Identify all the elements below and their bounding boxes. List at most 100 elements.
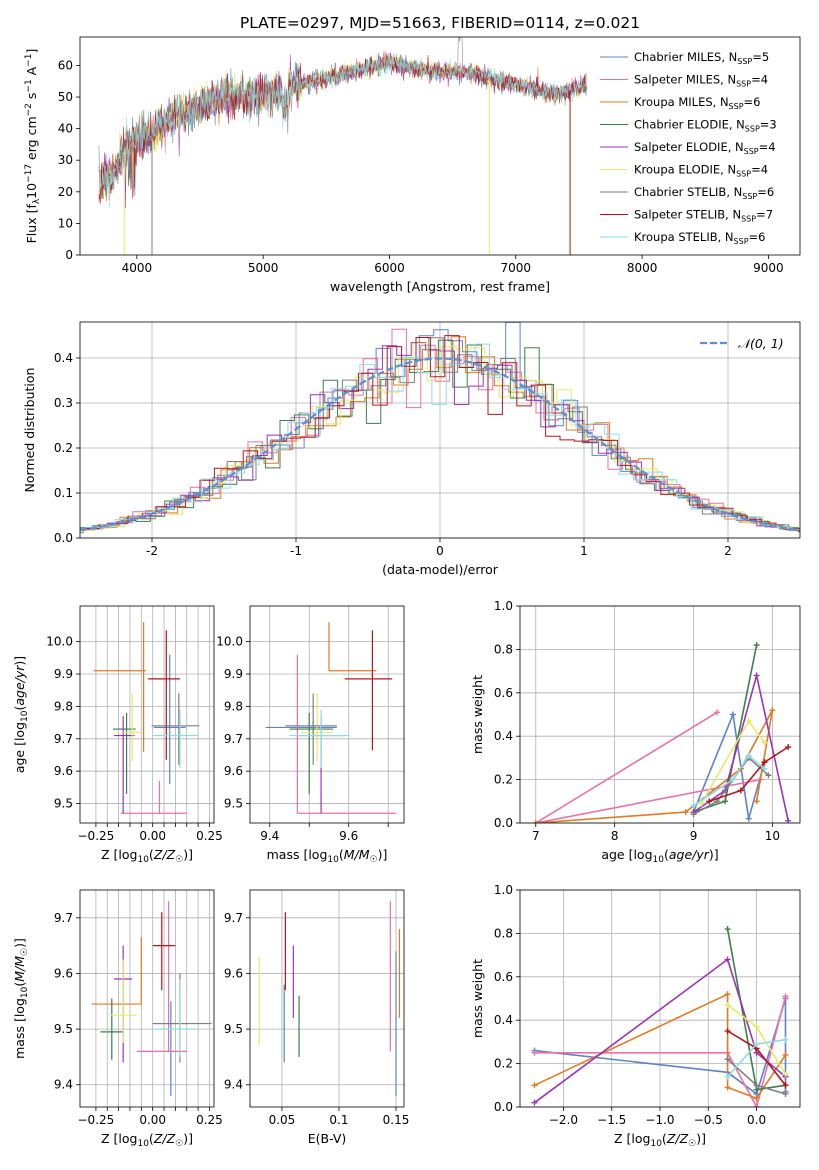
- x-axis-label: age [log10(age/yr)]: [601, 847, 718, 865]
- spectrum-plot: [98, 37, 587, 255]
- weight-marker: [769, 707, 776, 714]
- y-tick-label: 20: [58, 185, 73, 199]
- weight-marker: [745, 815, 752, 822]
- mass_vs_EBV-frame: [249, 889, 405, 1108]
- errorbar-point: [154, 1001, 187, 1096]
- errorbar-point: [114, 716, 135, 814]
- weight-line: [534, 958, 787, 1104]
- mass_vs_EBV-plot: [258, 901, 401, 1096]
- y-tick-label: 9.7: [224, 732, 243, 746]
- x-tick-label: 10: [765, 829, 780, 843]
- y-tick-label: 0.2: [54, 441, 73, 455]
- errorbar-point: [151, 693, 200, 765]
- legend-entry: Kroupa ELODIE, NSSP=4: [634, 163, 768, 179]
- mass_weight_vs_age-axes: 7 8 9 10 0.0 0.2 0.4 0.6 0.8 1.0: [494, 599, 800, 843]
- weight-marker: [753, 642, 760, 649]
- x-tick-label: 2: [724, 544, 732, 558]
- weight-marker: [782, 1090, 789, 1097]
- legend-entry: Chabrier MILES, NSSP=5: [634, 50, 769, 66]
- weight-marker: [785, 744, 792, 751]
- weight-line: [535, 711, 761, 823]
- y-tick-label: 40: [58, 122, 73, 136]
- x-tick-label: −0.25: [78, 829, 115, 843]
- weight-marker: [531, 1099, 538, 1106]
- y-tick-label: 9.8: [224, 699, 243, 713]
- weight-marker: [706, 798, 713, 805]
- weight-line: [693, 675, 789, 821]
- errorbar-point: [152, 709, 199, 768]
- legend-entry: 𝒩(0, 1): [738, 336, 784, 351]
- x-tick-label: 7: [532, 829, 540, 843]
- x-tick-label: 0.0: [747, 1113, 766, 1127]
- y-tick-label: 9.5: [224, 1022, 243, 1036]
- mass_weight_vs_Z-plot: [531, 926, 789, 1107]
- weight-marker: [761, 765, 768, 772]
- y-tick-label: 9.4: [54, 1078, 73, 1092]
- x-tick-label: 4000: [122, 261, 153, 275]
- x-tick-label: −2.0: [549, 1113, 578, 1127]
- residuals-frame: [79, 321, 801, 539]
- histogram-step: [80, 336, 800, 532]
- y-tick-label: 1.0: [494, 599, 513, 613]
- y-tick-label: 10: [58, 216, 73, 230]
- x-tick-label: 8: [611, 829, 619, 843]
- y-tick-label: 0.0: [494, 816, 513, 830]
- y-tick-label: 9.5: [224, 797, 243, 811]
- x-tick-label: 5000: [248, 261, 279, 275]
- weight-marker: [753, 672, 760, 679]
- age_vs_mass-axes: 9.4 9.6 9.5 9.6 9.7 9.8 9.9 10.0: [216, 606, 404, 843]
- weight-marker: [724, 926, 731, 933]
- age_vs_Z-axes: −0.25 0.00 0.25 9.5 9.6 9.7 9.8 9.9 10.0: [46, 606, 223, 843]
- weight-marker: [782, 1071, 789, 1078]
- x-tick-label: −0.5: [694, 1113, 723, 1127]
- weight-marker: [753, 1041, 760, 1048]
- spectrum-axes: 4000 5000 6000 7000 8000 9000 0 10 20 30 40 50 60: [58, 58, 784, 275]
- histogram-step: [80, 335, 800, 531]
- mass_weight_vs_Z-frame: [519, 889, 801, 1108]
- y-tick-label: 9.7: [224, 911, 243, 925]
- weight-marker: [724, 1002, 731, 1009]
- errorbar-point: [301, 693, 333, 762]
- weight-marker: [782, 1051, 789, 1058]
- y-tick-label: 30: [58, 153, 73, 167]
- mass_vs_Z-axes: −0.25 0.00 0.25 9.4 9.5 9.6 9.7: [54, 890, 223, 1127]
- mass_weight_vs_age-plot: [532, 642, 792, 823]
- weight-marker: [724, 1084, 731, 1091]
- x-tick-label: 0.00: [139, 1113, 166, 1127]
- weight-marker: [724, 956, 731, 963]
- y-tick-label: 9.9: [224, 667, 243, 681]
- weight-line: [709, 746, 789, 803]
- weight-marker: [782, 1082, 789, 1089]
- y-tick-label: 9.6: [54, 764, 73, 778]
- x-tick-label: 0.05: [269, 1113, 296, 1127]
- x-axis-label: wavelength [Angstrom, rest frame]: [330, 279, 550, 294]
- y-axis-label: Flux [fλ10−17 erg cm−2 s−1 A−1]: [24, 49, 42, 244]
- weight-marker: [761, 739, 768, 746]
- x-axis-label: Z [log10(Z/Z☉)]: [101, 847, 193, 865]
- weight-marker: [765, 772, 772, 779]
- weight-marker: [737, 787, 744, 794]
- y-axis-label: mass weight: [470, 675, 485, 754]
- x-tick-label: 0.25: [196, 829, 223, 843]
- y-tick-label: 10.0: [216, 635, 243, 649]
- legend-entry: Kroupa MILES, NSSP=6: [634, 95, 760, 111]
- y-tick-label: 9.7: [54, 911, 73, 925]
- y-tick-label: 9.4: [224, 1078, 243, 1092]
- weight-marker: [690, 811, 697, 818]
- x-axis-label: mass [log10(M/M☉)]: [267, 847, 388, 865]
- x-tick-label: 1: [580, 544, 588, 558]
- x-tick-label: 7000: [501, 261, 532, 275]
- errorbar-point: [120, 780, 187, 814]
- y-axis-label: age [log10(age/yr)]: [12, 656, 30, 773]
- weight-marker: [745, 752, 752, 759]
- x-tick-label: −1.5: [597, 1113, 626, 1127]
- weight-marker: [531, 1049, 538, 1056]
- legend-entry: Kroupa STELIB, NSSP=6: [634, 230, 765, 246]
- x-tick-label: −0.25: [78, 1113, 115, 1127]
- errorbar-point: [285, 693, 337, 765]
- x-tick-label: 8000: [627, 261, 658, 275]
- y-tick-label: 0.6: [494, 970, 513, 984]
- x-axis-label: (data-model)/error: [382, 562, 499, 577]
- legend-entry: Salpeter ELODIE, NSSP=4: [634, 140, 776, 156]
